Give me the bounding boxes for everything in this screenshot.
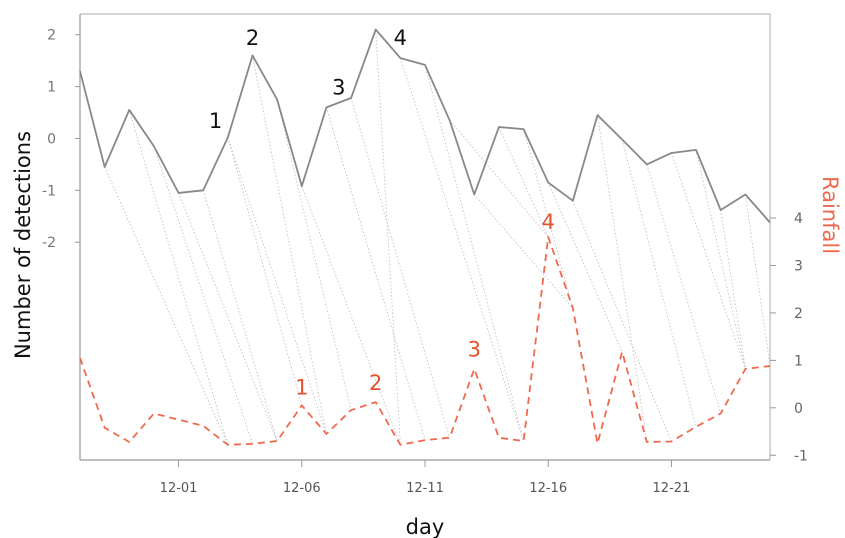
x-tick-label: 12-01 bbox=[160, 481, 198, 496]
connector-line bbox=[399, 57, 525, 442]
right-y-axis: 4 3 2 1 0 -1 bbox=[770, 211, 808, 464]
x-axis: 12-01 12-06 12-11 12-16 12-21 bbox=[160, 460, 691, 496]
x-tick-label: 12-16 bbox=[529, 481, 567, 496]
rainfall-line bbox=[79, 236, 771, 446]
left-y-axis-title: Number of detections bbox=[11, 131, 35, 359]
connector-line bbox=[498, 126, 549, 238]
connector-line bbox=[744, 194, 771, 367]
right-tick-label: 3 bbox=[794, 258, 803, 274]
connector-line bbox=[547, 182, 623, 353]
connector-line bbox=[301, 185, 401, 445]
connector-line bbox=[523, 128, 574, 309]
right-y-axis-title: Rainfall bbox=[818, 176, 842, 254]
x-tick-label: 12-11 bbox=[406, 481, 444, 496]
connector-line bbox=[572, 200, 672, 442]
x-axis-title: day bbox=[406, 515, 445, 538]
connector-line bbox=[621, 139, 697, 427]
left-y-axis: 2 1 0 -1 -2 bbox=[42, 28, 80, 251]
right-tick-label: 2 bbox=[794, 306, 803, 322]
x-tick-label: 12-21 bbox=[653, 481, 691, 496]
connector-line bbox=[227, 137, 303, 406]
connector-line bbox=[720, 209, 746, 369]
connector-line bbox=[695, 149, 746, 370]
rainfall-annotation: 3 bbox=[468, 338, 481, 362]
connector-line bbox=[276, 99, 352, 411]
annotations: 1 2 3 4 1 2 3 4 bbox=[209, 26, 555, 399]
detection-annotation: 4 bbox=[394, 26, 407, 50]
connector-line bbox=[178, 192, 278, 442]
x-tick-label: 12-06 bbox=[283, 481, 321, 496]
left-tick-label: -2 bbox=[42, 235, 56, 251]
detection-annotation: 3 bbox=[332, 75, 345, 99]
left-tick-label: -1 bbox=[42, 183, 56, 199]
connector-line bbox=[202, 190, 278, 442]
connector-line bbox=[227, 137, 327, 435]
right-tick-label: 4 bbox=[794, 211, 803, 227]
right-tick-label: 0 bbox=[794, 401, 803, 417]
detection-annotation: 1 bbox=[209, 109, 222, 133]
connector-lines bbox=[104, 29, 771, 446]
detections-line bbox=[79, 28, 771, 224]
left-tick-label: 2 bbox=[47, 28, 56, 44]
connector-line bbox=[646, 164, 722, 414]
left-tick-label: 0 bbox=[47, 131, 56, 147]
connector-line bbox=[104, 166, 229, 446]
connector-line bbox=[128, 109, 229, 445]
rainfall-annotation: 1 bbox=[295, 376, 308, 400]
connector-line bbox=[449, 119, 549, 238]
plot-frame bbox=[80, 13, 771, 460]
connector-line bbox=[424, 64, 525, 442]
connector-line bbox=[597, 115, 648, 443]
rainfall-annotation: 2 bbox=[369, 371, 382, 395]
connector-line bbox=[350, 97, 451, 438]
connector-line bbox=[670, 152, 746, 370]
left-tick-label: 1 bbox=[47, 80, 56, 96]
connector-line bbox=[375, 29, 401, 445]
right-tick-label: -1 bbox=[794, 448, 808, 464]
detection-annotation: 2 bbox=[246, 26, 259, 50]
rainfall-annotation: 4 bbox=[542, 210, 555, 234]
right-tick-label: 1 bbox=[794, 353, 803, 369]
connector-line bbox=[252, 55, 327, 435]
connector-line bbox=[473, 194, 574, 309]
